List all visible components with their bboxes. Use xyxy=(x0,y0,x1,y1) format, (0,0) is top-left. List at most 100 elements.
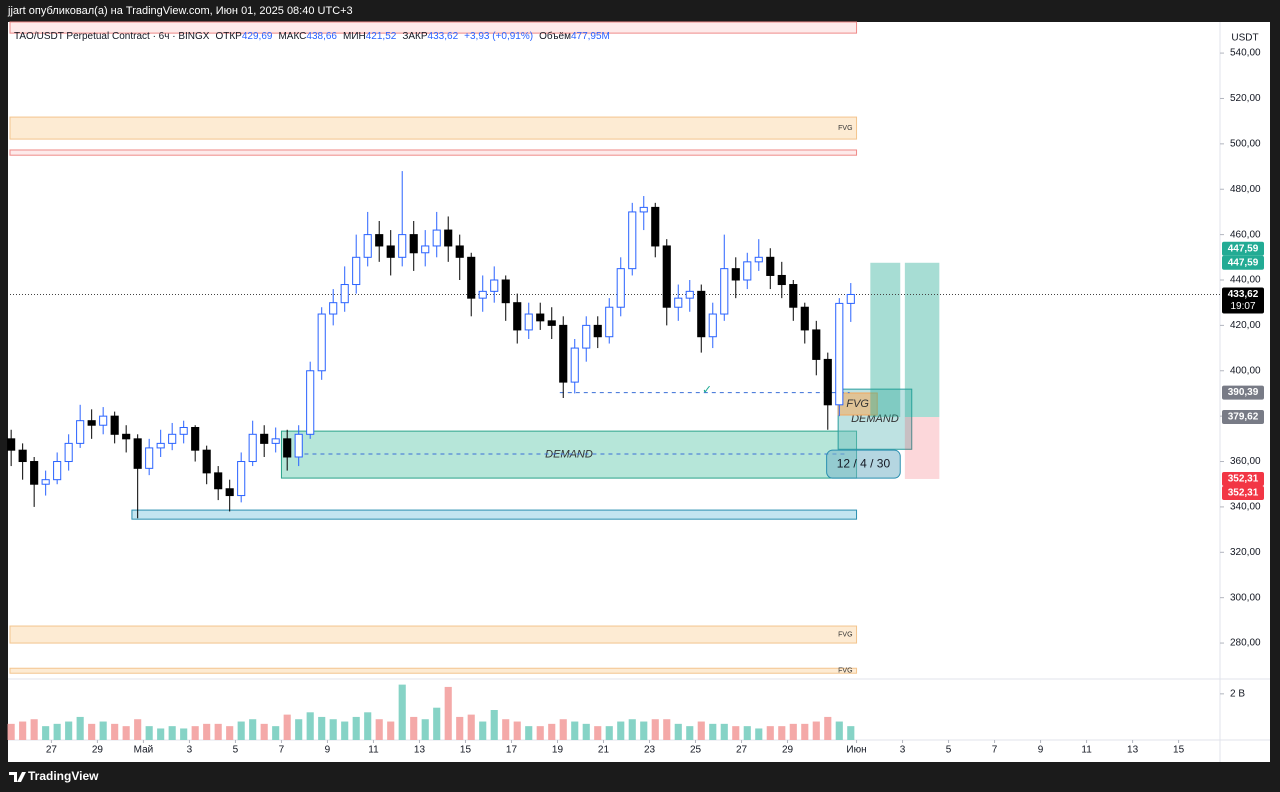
x-tick-label: 15 xyxy=(1173,745,1185,756)
volume-bar xyxy=(19,721,27,740)
volume-bar xyxy=(594,726,602,740)
volume-bar xyxy=(789,723,797,740)
candle-body xyxy=(605,306,614,338)
zone xyxy=(9,667,858,674)
x-tick-label: Июн xyxy=(846,745,866,756)
volume-bar xyxy=(433,707,441,740)
price-label: 390,39 xyxy=(1228,387,1259,398)
price-label-box xyxy=(1222,287,1264,314)
x-tick-label: 15 xyxy=(460,745,472,756)
candle-body xyxy=(455,245,464,258)
volume-bar xyxy=(157,728,165,740)
legend-label: МИН xyxy=(343,31,366,42)
volume-bar xyxy=(122,726,130,740)
x-tick-label: 23 xyxy=(644,745,656,756)
volume-bar xyxy=(364,712,372,740)
brand-logo xyxy=(9,772,26,782)
y-tick-label: 520,00 xyxy=(1230,93,1261,104)
candle-body xyxy=(536,313,545,322)
publisher: jjart опубликовал(а) на TradingView.com,… xyxy=(7,5,353,17)
price-label-box xyxy=(1222,485,1264,500)
legend-label: ЗАКР xyxy=(402,31,428,42)
volume-bar xyxy=(318,716,326,740)
x-tick-label: 7 xyxy=(279,745,285,756)
volume-bar xyxy=(847,726,855,740)
x-tick-label: 13 xyxy=(1127,745,1139,756)
zone-label: FVG xyxy=(838,668,852,675)
volume-bar xyxy=(306,712,314,740)
price-label-box xyxy=(1222,255,1264,270)
candle-body xyxy=(260,433,269,444)
price-label: 352,31 xyxy=(1228,474,1259,485)
candle-body xyxy=(743,261,752,281)
x-tick-label: 9 xyxy=(1038,745,1044,756)
volume-bar xyxy=(640,721,648,740)
y-axis-title: USDT xyxy=(1231,33,1258,44)
legend-value: 421,52 xyxy=(366,31,397,42)
price-label: 433,62 xyxy=(1228,289,1259,300)
candle-body xyxy=(559,324,568,383)
legend-label: МАКС xyxy=(278,31,306,42)
candle-body xyxy=(616,268,625,308)
zone xyxy=(9,21,858,34)
volume-bar xyxy=(536,726,544,740)
candle-body xyxy=(317,313,326,372)
candle-body xyxy=(685,290,694,299)
volume-bar xyxy=(145,726,153,740)
volume-bar xyxy=(732,726,740,740)
x-tick-label: 11 xyxy=(368,745,379,756)
volume-bar xyxy=(283,714,291,740)
volume-bar xyxy=(479,721,487,740)
volume-bar xyxy=(76,716,84,740)
candle-body xyxy=(41,479,50,485)
volume-bar xyxy=(375,719,383,740)
volume-bar xyxy=(651,719,659,740)
candle-body xyxy=(363,234,372,258)
candle-body xyxy=(271,438,280,444)
volume-bar xyxy=(214,723,222,740)
candle-body xyxy=(662,245,671,308)
candle-body xyxy=(524,313,533,331)
candle-body xyxy=(99,415,108,426)
candle-body xyxy=(306,370,315,435)
x-tick-label: 17 xyxy=(506,745,518,756)
volume-bar xyxy=(812,721,820,740)
candle-body xyxy=(628,211,637,270)
y-tick-label: 460,00 xyxy=(1230,229,1261,240)
candle-body xyxy=(248,433,257,463)
volume-bar xyxy=(7,723,15,740)
candle-body xyxy=(409,234,418,254)
volume-bar xyxy=(571,721,579,740)
candle-body xyxy=(87,420,96,426)
volume-bar xyxy=(260,723,268,740)
candle-body xyxy=(501,279,510,304)
candle-body xyxy=(570,347,579,383)
candle-body xyxy=(7,438,16,451)
volume-bar xyxy=(111,723,119,740)
legend-label: Объём xyxy=(539,30,571,42)
candle-body xyxy=(846,293,855,304)
x-tick-label: 5 xyxy=(946,745,952,756)
x-tick-label: 27 xyxy=(46,745,58,756)
zone xyxy=(9,116,858,140)
candle-body xyxy=(708,313,717,338)
price-label-box xyxy=(1222,385,1264,400)
candle-body xyxy=(53,461,62,481)
y-tick-label: 400,00 xyxy=(1230,365,1261,376)
volume-bar xyxy=(237,721,245,740)
volume-bar xyxy=(709,723,717,740)
candle-body xyxy=(76,420,85,444)
candle-body xyxy=(835,302,844,406)
volume-bar xyxy=(766,726,774,740)
candle-body xyxy=(800,306,809,331)
ratio-box xyxy=(826,449,901,479)
zone xyxy=(131,509,858,520)
volume-bar xyxy=(502,719,510,740)
symbol: TAO/USDT Perpetual Contract · 6ч · BINGX xyxy=(14,31,210,42)
volume-bar xyxy=(525,726,533,740)
y-tick-label: 360,00 xyxy=(1230,456,1261,467)
candle-body xyxy=(122,433,131,440)
volume-bar xyxy=(88,723,96,740)
